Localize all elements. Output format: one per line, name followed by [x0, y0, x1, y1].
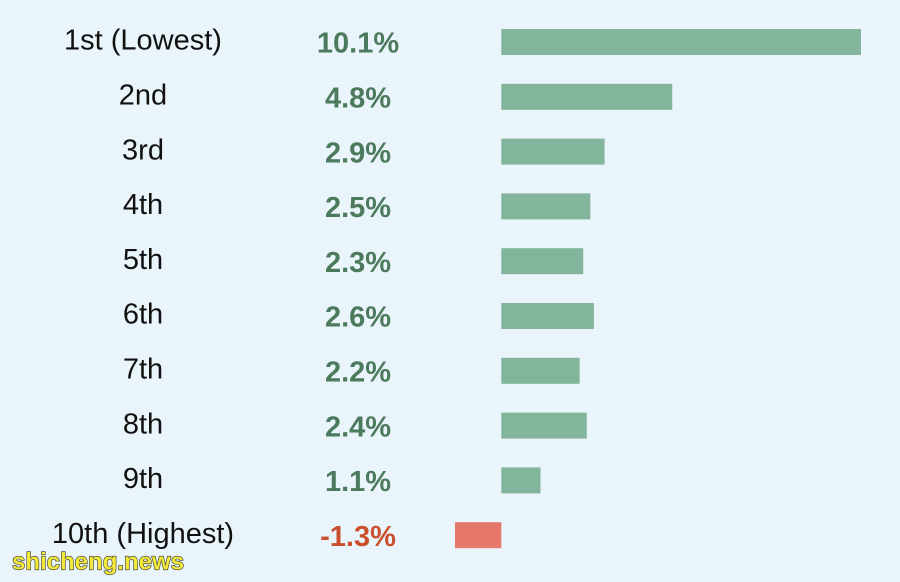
category-label: 2nd	[119, 79, 167, 111]
category-label: 1st (Lowest)	[64, 25, 222, 57]
bar	[501, 193, 591, 220]
bar	[455, 522, 502, 549]
bar	[501, 83, 673, 110]
bar	[501, 412, 587, 439]
bar	[501, 303, 594, 329]
value-label: 4.8%	[325, 82, 391, 114]
value-label: -1.3%	[320, 521, 396, 553]
value-label: 2.2%	[325, 356, 391, 388]
category-label: 10th (Highest)	[52, 518, 234, 550]
bar	[501, 357, 580, 384]
value-label: 2.4%	[325, 411, 391, 443]
bar	[501, 248, 584, 275]
value-label: 2.3%	[325, 247, 391, 279]
category-label: 7th	[123, 353, 163, 385]
category-label: 5th	[123, 244, 163, 276]
value-label: 10.1%	[317, 28, 399, 60]
value-label: 1.1%	[325, 466, 391, 498]
category-label: 4th	[123, 189, 163, 221]
category-label: 3rd	[122, 134, 164, 166]
value-label: 2.9%	[325, 137, 391, 169]
value-label: 2.6%	[325, 302, 391, 334]
bar	[501, 29, 861, 55]
category-label: 6th	[123, 299, 163, 331]
category-label: 9th	[123, 463, 163, 495]
bar	[501, 138, 605, 165]
bar	[501, 467, 541, 494]
value-label: 2.5%	[325, 192, 391, 224]
category-label: 8th	[123, 408, 163, 440]
watermark: shicheng.news	[12, 548, 184, 575]
